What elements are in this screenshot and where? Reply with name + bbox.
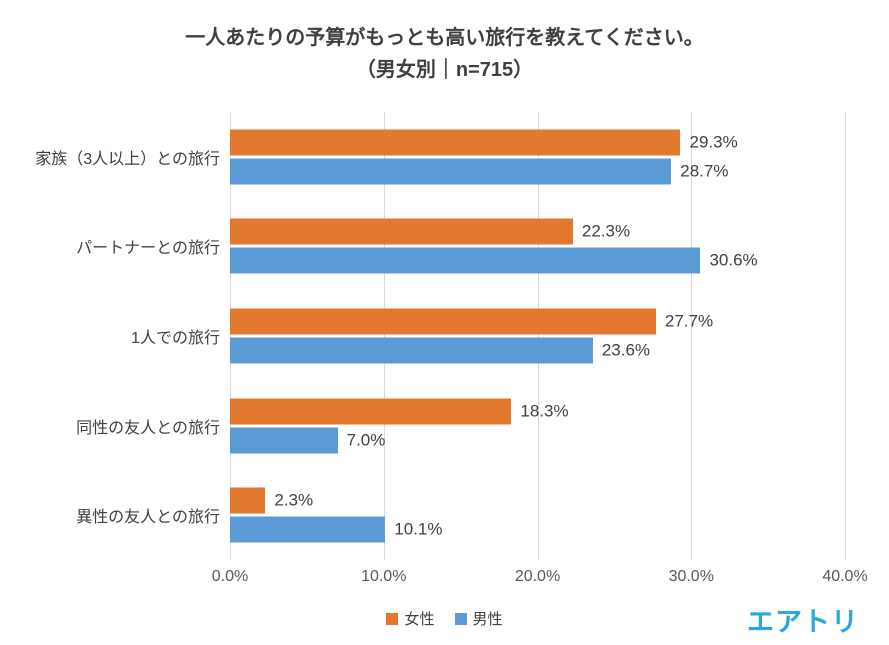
legend-label-female: 女性 — [404, 611, 435, 628]
category-row: 異性の友人との旅行 2.3% 10.1% — [76, 470, 845, 560]
bar-value-label: 2.3% — [274, 490, 314, 510]
category-row: 同性の友人との旅行 18.3% 7.0% — [76, 381, 845, 471]
bar-line-female: 22.3% — [230, 218, 845, 245]
bar-male — [230, 247, 701, 274]
legend-label-male: 男性 — [472, 611, 503, 628]
gridline — [537, 112, 539, 560]
category-row: 1人での旅行 27.7% 23.6% — [131, 291, 845, 381]
bar-line-male: 7.0% — [230, 427, 845, 454]
bar-value-label: 10.1% — [394, 519, 443, 539]
bar-female — [230, 398, 512, 425]
category-row: 家族（3人以上）との旅行 29.3% 28.7% — [35, 112, 845, 202]
bar-male — [230, 516, 386, 543]
bar-male — [230, 158, 672, 185]
category-label: 家族（3人以上）との旅行 — [35, 150, 220, 168]
bar-line-female: 18.3% — [230, 398, 845, 425]
chart-title: 一人あたりの予算がもっとも高い旅行を教えてください。 （男女別｜n=715） — [0, 22, 889, 86]
brand-logo: エアトリ — [747, 607, 859, 637]
x-tick-label: 10.0% — [361, 568, 407, 585]
bar-value-label: 18.3% — [520, 401, 569, 421]
legend: 女性 男性 — [0, 608, 889, 629]
bar-male — [230, 337, 593, 364]
category-label: パートナーとの旅行 — [76, 240, 220, 258]
x-tick-label: 30.0% — [668, 568, 714, 585]
gridline — [230, 112, 231, 560]
chart-title-line2: （男女別｜n=715） — [355, 59, 534, 81]
bar-group: 22.3% 30.6% — [230, 218, 845, 274]
bar-rows: 家族（3人以上）との旅行 29.3% 28.7% パートナーとの旅行 22.3% 30.6… — [35, 112, 845, 560]
bar-line-male: 28.7% — [230, 158, 845, 185]
legend-swatch-male — [454, 612, 467, 625]
bar-female — [230, 487, 266, 514]
bar-line-female: 2.3% — [230, 487, 845, 514]
legend-swatch-female — [386, 612, 399, 625]
bar-value-label: 22.3% — [581, 221, 631, 241]
bar-line-male: 10.1% — [230, 516, 845, 543]
bar-value-label: 30.6% — [709, 250, 758, 270]
chart-title-line1: 一人あたりの予算がもっとも高い旅行を教えてください。 — [185, 27, 704, 49]
bar-group: 2.3% 10.1% — [230, 487, 845, 543]
x-tick-label: 20.0% — [514, 568, 561, 585]
bar-group: 18.3% 7.0% — [230, 398, 845, 454]
bar-line-female: 29.3% — [230, 129, 845, 156]
bar-male — [230, 427, 338, 454]
bar-value-label: 27.7% — [664, 311, 714, 331]
plot-area: 家族（3人以上）との旅行 29.3% 28.7% パートナーとの旅行 22.3% 30.6… — [35, 112, 846, 560]
gridline — [383, 112, 385, 560]
category-label: 1人での旅行 — [131, 329, 220, 347]
x-axis: 0.0% 10.0% 20.0% 30.0% 40.0% — [212, 568, 868, 590]
category-row: パートナーとの旅行 22.3% 30.6% — [76, 202, 845, 292]
bar-female — [230, 218, 573, 245]
category-label: 同性の友人との旅行 — [76, 419, 220, 437]
bar-female — [230, 129, 681, 156]
gridline — [845, 112, 846, 560]
legend-item-female: 女性 — [386, 608, 435, 629]
bar-line-male: 23.6% — [230, 337, 845, 364]
bar-value-label: 29.3% — [689, 132, 738, 152]
bar-female — [230, 308, 656, 335]
x-tick-label: 40.0% — [822, 568, 868, 585]
bar-line-male: 30.6% — [230, 247, 845, 274]
bar-value-label: 7.0% — [346, 430, 386, 450]
bar-group: 29.3% 28.7% — [230, 129, 845, 185]
x-tick-label: 0.0% — [211, 568, 249, 585]
bar-line-female: 27.7% — [230, 308, 845, 335]
gridline — [691, 112, 693, 560]
bar-value-label: 23.6% — [601, 340, 651, 360]
bar-group: 27.7% 23.6% — [230, 308, 845, 364]
legend-item-male: 男性 — [454, 608, 503, 629]
bar-value-label: 28.7% — [680, 161, 729, 181]
category-label: 異性の友人との旅行 — [76, 509, 220, 527]
